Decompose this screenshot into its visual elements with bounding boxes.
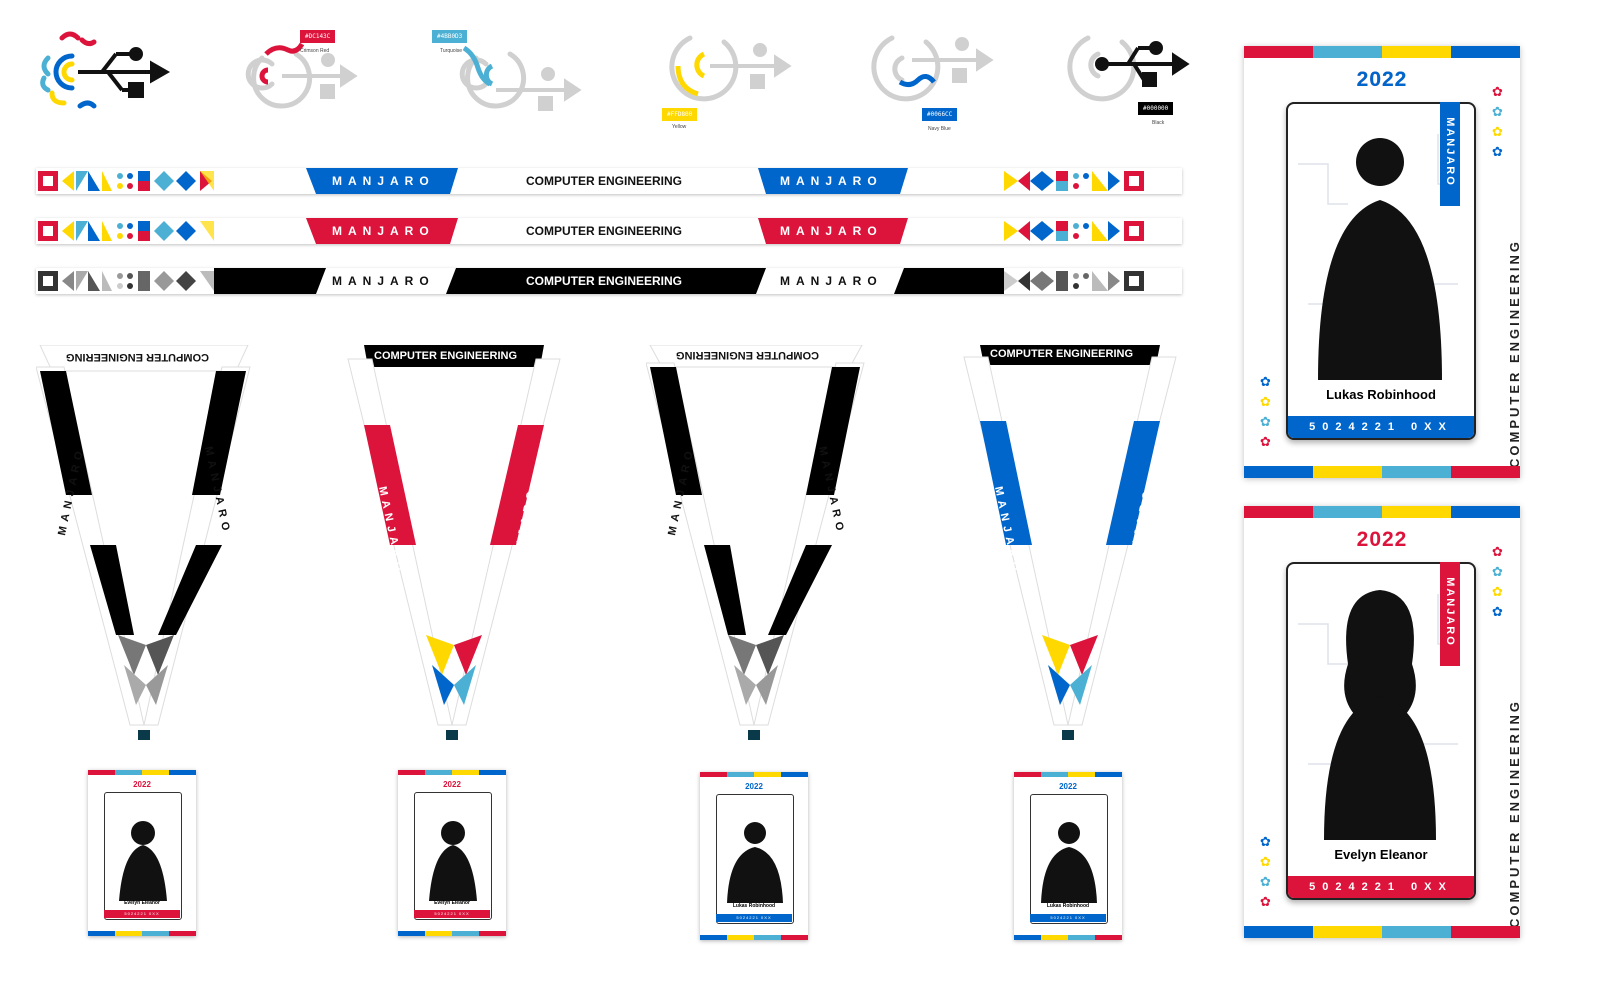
lanyard-title: COMPUTER ENGINEERING	[990, 348, 1134, 360]
card-ribbon: MANJARO	[1440, 102, 1460, 206]
swatch-yellow-hex: #FFD800	[662, 108, 698, 121]
mini-photo-frame	[104, 792, 182, 920]
person-silhouette	[429, 821, 477, 901]
swatch-turquoise-name: Turquoise	[440, 48, 463, 54]
lanyard-mockup-red-1: COMPUTER ENGINEERING MANJARO MANJARO	[344, 345, 564, 945]
mini-id-card: 2022 Evelyn Eleanor 5024221 0XX	[398, 770, 506, 936]
strap-manjaro-left: MANJARO	[332, 174, 435, 188]
logo-yellow-variant	[669, 35, 792, 102]
logo-black-variant	[1067, 35, 1190, 102]
card-name: Lukas Robinhood	[1326, 387, 1436, 402]
mini-id-number: 5024221 0XX	[124, 911, 160, 916]
strap-department: COMPUTER ENGINEERING	[526, 274, 683, 288]
card-gear-icons: ✿ ✿ ✿ ✿	[1492, 544, 1503, 619]
swatch-crimson-hex: #DC143C	[300, 30, 336, 43]
lanyard-strap	[963, 345, 1177, 740]
lanyard-strap	[347, 345, 561, 740]
strap-department: COMPUTER ENGINEERING	[526, 174, 683, 188]
strap-manjaro-left: MANJARO	[332, 224, 435, 238]
card-department-right: COMPUTER ENGINEERING	[1507, 238, 1520, 469]
card-gear-icons: ✿ ✿ ✿ ✿	[1260, 374, 1271, 449]
person-silhouette	[119, 821, 167, 901]
lanyard-mockup-black-1: COMPUTER ENGINEERING MANJARO MANJARO	[36, 345, 256, 945]
mini-name: Lukas Robinhood	[732, 903, 776, 909]
card-id-number: 5024221 0XX	[1288, 876, 1474, 898]
card-department-right: COMPUTER ENGINEERING	[1507, 698, 1520, 929]
swatch-navy-hex: #0066CC	[922, 108, 958, 121]
person-silhouette	[1041, 822, 1097, 903]
strap-manjaro-right: MANJARO	[780, 224, 883, 238]
mini-photo-frame	[414, 792, 492, 920]
mini-photo-frame	[716, 794, 794, 924]
strap-department: COMPUTER ENGINEERING	[526, 224, 683, 238]
lanyard-strap	[646, 345, 865, 740]
mini-id-number: 5024221 0XX	[1050, 915, 1086, 920]
lanyard-mockup-black-2: COMPUTER ENGINEERING MANJARO MANJARO	[646, 345, 866, 945]
mini-name: Lukas Robinhood	[1046, 903, 1090, 909]
swatch-black-name: Black	[1152, 120, 1165, 126]
mini-year: 2022	[745, 782, 763, 791]
strap-manjaro-right: MANJARO	[780, 274, 883, 288]
card-ribbon: MANJARO	[1440, 562, 1460, 666]
card-id-number: 5024221 0XX	[1288, 416, 1474, 438]
mini-year: 2022	[133, 780, 151, 789]
id-card-lukas: 2022 COMPUTER ENGINEERING COMPUTER ENGIN…	[1244, 46, 1520, 478]
mini-year: 2022	[443, 780, 461, 789]
mini-year: 2022	[1059, 782, 1077, 791]
lanyard-title: COMPUTER ENGINEERING	[676, 349, 820, 361]
card-year: 2022	[1356, 528, 1408, 551]
mini-photo-frame	[1030, 794, 1108, 924]
lanyard-strap-red: MANJARO COMPUTER ENGINEERING MANJARO	[36, 218, 1182, 244]
mini-id-card: 2022 Evelyn Eleanor 5024221 0XX	[88, 770, 196, 936]
strap-pattern	[38, 268, 1144, 294]
mini-id-card: 2022 Lukas Robinhood 5024221 0XX	[700, 772, 808, 940]
card-ribbon-label: MANJARO	[1444, 117, 1456, 187]
swatch-yellow-name: Yellow	[672, 124, 687, 130]
lanyard-strap-black: MANJARO COMPUTER ENGINEERING MANJARO	[36, 268, 1182, 294]
logo-turquoise-variant	[459, 45, 582, 111]
strap-pattern	[38, 218, 1144, 244]
swatch-black-hex: #000000	[1138, 102, 1174, 115]
logo-full-color	[40, 31, 171, 109]
person-silhouette	[1298, 134, 1458, 380]
person-silhouette	[727, 822, 783, 903]
id-card-evelyn: 2022 COMPUTER ENGINEERING COMPUTER ENGIN…	[1244, 506, 1520, 938]
person-silhouette	[1298, 590, 1458, 840]
mini-id-number: 5024221 0XX	[434, 911, 470, 916]
card-name: Evelyn Eleanor	[1334, 847, 1428, 862]
logo-navy-variant	[871, 35, 994, 102]
card-photo-frame: Evelyn Eleanor 5024221 0XX	[1286, 562, 1476, 900]
logo-crimson-variant	[245, 42, 358, 109]
lanyard-mockup-blue: COMPUTER ENGINEERING MANJARO MANJARO	[960, 345, 1180, 945]
strap-manjaro-left: MANJARO	[332, 274, 435, 288]
card-ribbon-label: MANJARO	[1444, 577, 1456, 647]
strap-manjaro-right: MANJARO	[780, 174, 883, 188]
lanyard-strap	[36, 345, 251, 740]
mini-name: Evelyn Eleanor	[124, 900, 160, 906]
swatch-navy-name: Navy Blue	[928, 126, 951, 132]
mini-name: Evelyn Eleanor	[434, 900, 470, 906]
mini-id-card: 2022 Lukas Robinhood 5024221 0XX	[1014, 772, 1122, 940]
card-gear-icons: ✿ ✿ ✿ ✿	[1260, 834, 1271, 909]
strap-pattern	[38, 168, 1144, 194]
swatch-turquoise-hex: #4BB0D3	[432, 30, 468, 43]
card-gear-icons: ✿ ✿ ✿ ✿	[1492, 84, 1503, 159]
lanyard-title: COMPUTER ENGINEERING	[66, 351, 210, 363]
swatch-crimson-name: Crimson Red	[300, 48, 330, 54]
card-year: 2022	[1356, 68, 1408, 91]
mini-id-number: 5024221 0XX	[736, 915, 772, 920]
lanyard-title: COMPUTER ENGINEERING	[374, 350, 518, 362]
lanyard-strap-blue: MANJARO COMPUTER ENGINEERING MANJARO	[36, 168, 1182, 194]
